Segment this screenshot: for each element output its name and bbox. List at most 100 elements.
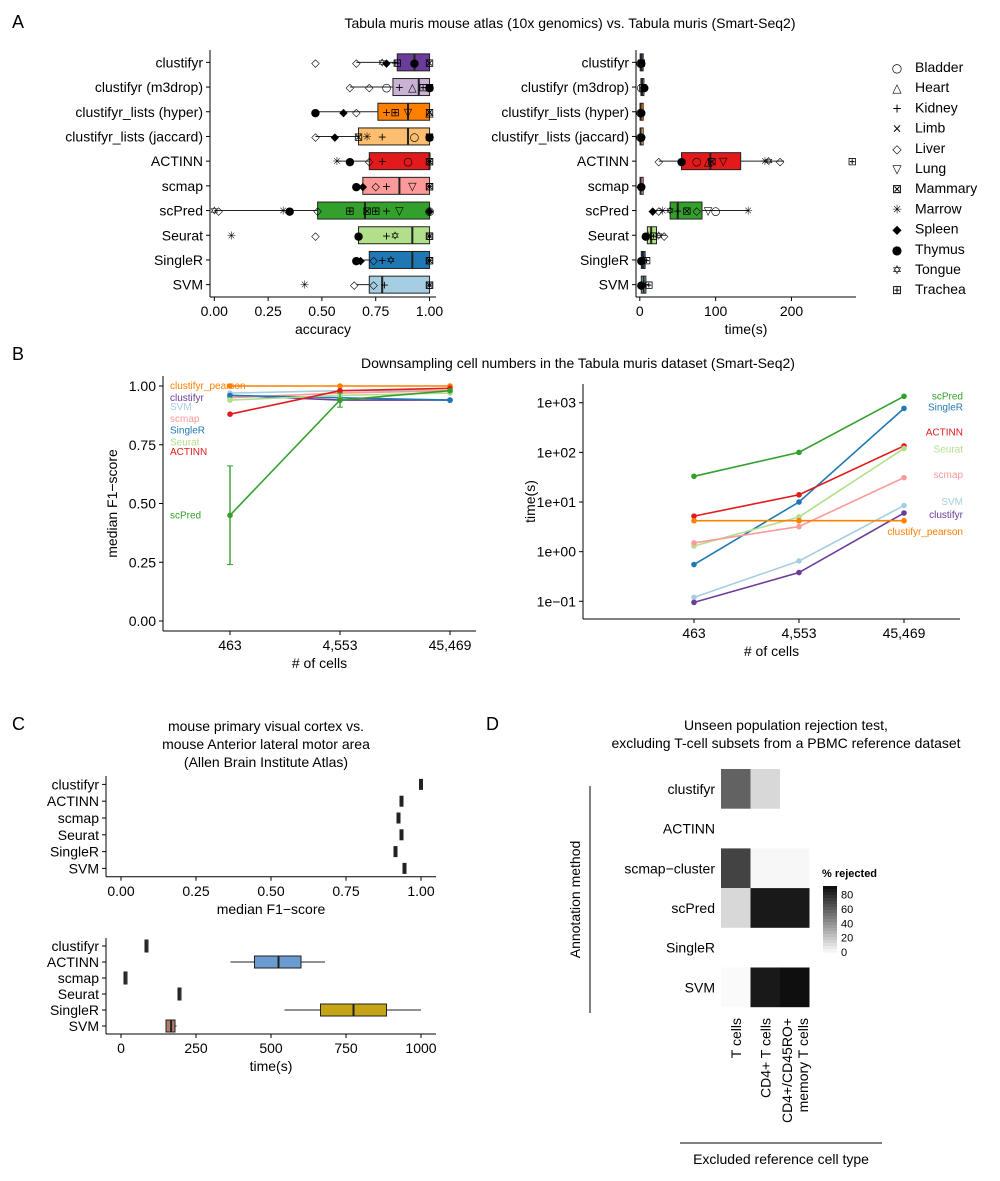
A-accuracy-point: ✡ [378, 56, 387, 69]
A-accuracy-point: ▽ [408, 180, 417, 193]
heatmap-cell [721, 848, 751, 889]
panel-c-title: mouse primary visual cortex vs. [168, 718, 364, 734]
legend-symbol: △ [892, 81, 902, 95]
A-accuracy-box [396, 53, 431, 72]
A-accuracy-point: ● [352, 180, 362, 193]
A-accuracy-point: ● [425, 130, 435, 143]
heatmap-cell [780, 888, 810, 928]
heatmap-row-label: scmap−cluster [624, 860, 715, 876]
A-accuracy-point: ○ [410, 130, 420, 143]
panel-label-d: D [486, 714, 499, 734]
B-time-y-axis-label: time(s) [522, 480, 538, 523]
heatmap-legend-tick: 0 [841, 947, 847, 959]
heatmap-y-axis-label: Annotation method [567, 841, 583, 959]
heatmap-legend-tick: 40 [841, 918, 853, 930]
heatmap-col-label: memory T cells [795, 1018, 811, 1112]
B-f1-series-point [227, 383, 233, 389]
A-time-point: ● [637, 180, 647, 193]
A-time-point: ⊠ [682, 205, 691, 218]
A-accuracy-box [368, 250, 431, 269]
A-accuracy-point: ✳ [332, 155, 341, 168]
B-time-x-tick-label: 463 [682, 625, 706, 641]
heatmap-legend-swatch [823, 889, 837, 893]
A-accuracy-point: + [382, 106, 391, 119]
B-f1-series-point [227, 397, 233, 403]
heatmap-cell [780, 848, 810, 889]
B-time-series-point [796, 491, 802, 498]
B-time-series-point [691, 540, 697, 546]
A-accuracy-y-tick-label: SVM [173, 277, 203, 293]
A-accuracy-point: ◆ [356, 254, 365, 267]
B-time-series-point [796, 517, 802, 524]
A-accuracy-point: ◇ [350, 279, 359, 292]
A-accuracy-point: + [382, 180, 391, 193]
A-accuracy-x-axis-label: accuracy [295, 321, 351, 337]
A-accuracy-y-tick-label: clustifyr (m3drop) [95, 79, 203, 95]
B-f1-series-label: SingleR [170, 426, 205, 437]
A-time-point: ⊞ [649, 229, 658, 242]
legend-label: Kidney [915, 99, 958, 115]
heatmap-legend-swatch [823, 886, 837, 890]
heatmap-col-label: CD4+/CD45RO+ [779, 1018, 795, 1123]
heatmap-legend-tick: 80 [841, 890, 853, 902]
C-time-y-tick-label: ACTINN [47, 954, 99, 970]
heatmap-legend-title: % rejected [822, 868, 877, 880]
B-f1-series-point [227, 392, 233, 399]
B-f1-series-label: SVM [170, 402, 192, 413]
heatmap-legend-swatch [823, 940, 837, 944]
A-time-y-tick-label: SVM [599, 277, 629, 293]
B-time-series-point [691, 599, 697, 606]
A-time-x-tick-label: 200 [780, 303, 804, 319]
heatmap-legend-swatch [823, 949, 837, 953]
A-time-point: ● [641, 229, 651, 242]
heatmap-row-label: SVM [685, 979, 715, 995]
A-accuracy-point: ◇ [346, 81, 355, 94]
heatmap-col-label: T cells [728, 1018, 744, 1058]
A-accuracy-point: ◇ [371, 180, 380, 193]
legend-label: Limb [915, 120, 946, 136]
heatmap-row-label: scPred [671, 900, 715, 916]
heatmap-col-label: CD4+ T cells [757, 1018, 773, 1098]
A-time-point: ● [637, 279, 647, 292]
heatmap-x-axis-label: Excluded reference cell type [693, 1151, 869, 1167]
legend-label: Lung [915, 160, 946, 176]
legend-label: Liver [915, 140, 946, 156]
heatmap-legend-swatch [823, 931, 837, 935]
A-accuracy-point: ⊠ [425, 81, 434, 94]
heatmap-legend-swatch [823, 907, 837, 911]
A-accuracy-point: ◇ [369, 279, 378, 292]
A-accuracy-y-tick-label: Seurat [162, 227, 203, 243]
A-time-y-tick-label: clustifyr (m3drop) [521, 79, 629, 95]
C-f1-x-tick-label: 0.75 [332, 883, 359, 899]
A-accuracy-point: ◇ [214, 205, 223, 218]
A-time-y-tick-label: ACTINN [577, 153, 629, 169]
A-time-x-tick-label: 100 [704, 303, 728, 319]
B-time-series-point [691, 594, 697, 601]
B-f1-x-axis-label: # of cells [292, 655, 347, 671]
C-time-x-tick-label: 0 [117, 1040, 125, 1056]
panel-d-title: excluding T-cell subsets from a PBMC ref… [611, 735, 960, 751]
legend-symbol: ✡ [892, 263, 902, 277]
heatmap-legend-swatch [823, 937, 837, 941]
A-time-y-tick-label: scPred [585, 203, 629, 219]
A-time-point: ⊞ [638, 81, 647, 94]
B-time-series-point [796, 523, 802, 530]
A-accuracy-x-tick-label: 0.75 [362, 303, 389, 319]
A-accuracy-point: ✳ [363, 130, 372, 143]
A-accuracy-point: ▽ [395, 205, 404, 218]
A-accuracy-point: ◇ [311, 229, 320, 242]
A-accuracy-point: ⊞ [425, 130, 434, 143]
A-accuracy-y-tick-label: scmap [162, 178, 203, 194]
A-accuracy-point: ◇ [365, 155, 374, 168]
A-time-point: ◇ [692, 205, 701, 218]
A-accuracy-point: ◇ [311, 130, 320, 143]
heatmap-cell [750, 848, 780, 889]
A-time-point: ⊞ [848, 155, 857, 168]
heatmap-legend-swatch [823, 913, 837, 917]
A-accuracy-point: ○ [382, 81, 392, 94]
B-time-series-label: clustifyr_pearson [887, 527, 963, 538]
A-time-point: ✳ [760, 155, 769, 168]
heatmap-legend-swatch [823, 898, 837, 902]
A-accuracy-point: + [390, 56, 399, 69]
